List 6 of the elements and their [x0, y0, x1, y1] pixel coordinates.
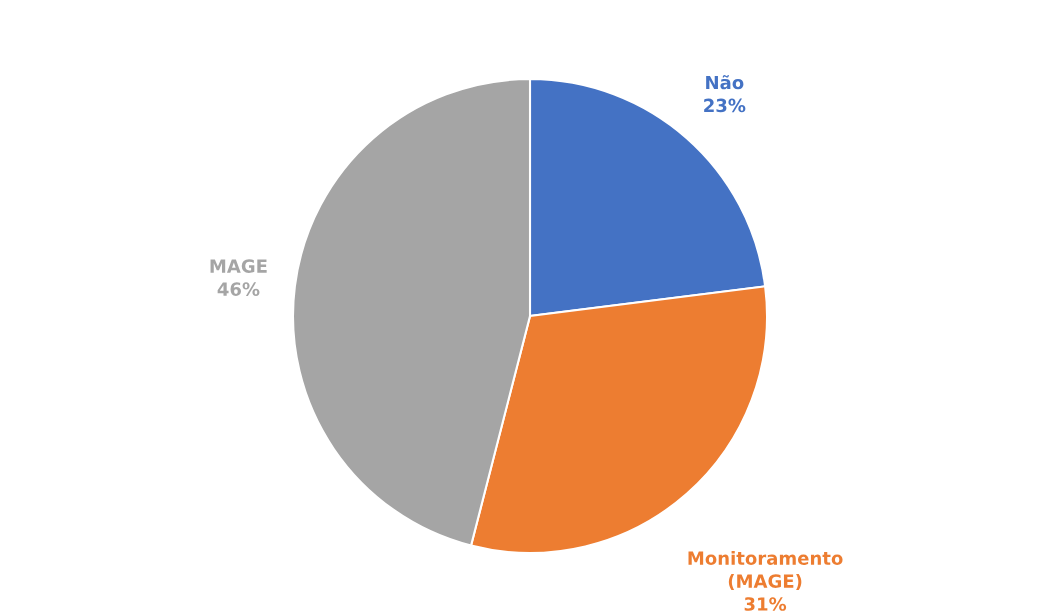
data-label: 46% — [217, 282, 260, 296]
slice-label: Monitoramento (MAGE) — [688, 550, 843, 591]
slice-label: Não — [706, 75, 744, 90]
slice-label: MAGE — [210, 259, 267, 273]
data-label: 31% — [744, 597, 787, 611]
data-label: 23% — [704, 98, 746, 113]
